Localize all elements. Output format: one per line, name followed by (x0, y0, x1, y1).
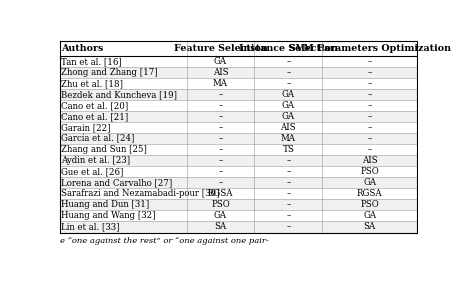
Bar (60, 122, 416, 133)
Bar (60, 199, 416, 210)
Text: GA: GA (281, 101, 294, 110)
Text: Tan et al. [16]: Tan et al. [16] (61, 57, 122, 66)
Text: –: – (367, 68, 371, 77)
Text: GA: GA (281, 112, 294, 121)
Text: –: – (367, 57, 371, 66)
Text: –: – (286, 211, 290, 221)
Text: SA: SA (214, 223, 226, 231)
Text: –: – (367, 123, 371, 132)
Text: –: – (367, 112, 371, 121)
Text: –: – (218, 178, 222, 187)
Text: GA: GA (213, 57, 226, 66)
Text: PSO: PSO (211, 200, 229, 209)
Text: AIS: AIS (280, 123, 295, 132)
Text: –: – (286, 68, 290, 77)
Text: GA: GA (362, 178, 375, 187)
Text: SA: SA (363, 223, 375, 231)
Text: Garain [22]: Garain [22] (61, 123, 111, 132)
Text: TS: TS (282, 145, 294, 154)
Bar (60, 100, 416, 111)
Text: MA: MA (213, 79, 227, 88)
Text: Zhang and Sun [25]: Zhang and Sun [25] (61, 145, 147, 154)
Text: –: – (286, 57, 290, 66)
Text: –: – (218, 156, 222, 165)
Text: –: – (218, 90, 222, 99)
Text: –: – (218, 112, 222, 121)
Text: Zhong and Zhang [17]: Zhong and Zhang [17] (61, 68, 157, 77)
Bar (60, 67, 416, 78)
Text: –: – (367, 79, 371, 88)
Text: SVM Parameters Optimization: SVM Parameters Optimization (288, 44, 450, 53)
Text: Lin et al. [33]: Lin et al. [33] (61, 223, 119, 231)
Bar (60, 221, 416, 233)
Bar (60, 188, 416, 199)
Bar (60, 155, 416, 166)
Bar (60, 89, 416, 100)
Text: AIS: AIS (212, 68, 228, 77)
Text: Feature Selection: Feature Selection (173, 44, 267, 53)
Text: –: – (367, 101, 371, 110)
Text: PSO: PSO (359, 167, 378, 176)
Text: Huang and Wang [32]: Huang and Wang [32] (61, 211, 156, 221)
Text: Huang and Dun [31]: Huang and Dun [31] (61, 200, 149, 209)
Text: –: – (286, 156, 290, 165)
Text: –: – (367, 90, 371, 99)
Text: –: – (218, 101, 222, 110)
Text: Sarafrazi and Nezamabadi-pour [30]: Sarafrazi and Nezamabadi-pour [30] (61, 189, 219, 198)
Bar (60, 111, 416, 122)
Bar (60, 177, 416, 188)
Text: –: – (286, 200, 290, 209)
Text: –: – (218, 167, 222, 176)
Bar (60, 166, 416, 177)
Text: e “one against the rest” or “one against one pair-: e “one against the rest” or “one against… (60, 237, 268, 245)
Text: Cano et al. [20]: Cano et al. [20] (61, 101, 128, 110)
Text: GA: GA (213, 211, 226, 221)
Text: –: – (286, 79, 290, 88)
Text: Bezdek and Kuncheva [19]: Bezdek and Kuncheva [19] (61, 90, 177, 99)
Text: –: – (286, 189, 290, 198)
Bar (60, 41, 416, 56)
Text: RGSA: RGSA (356, 189, 382, 198)
Text: MA: MA (280, 134, 295, 143)
Text: BGSA: BGSA (207, 189, 233, 198)
Text: Instance Selection: Instance Selection (238, 44, 337, 53)
Bar (60, 56, 416, 67)
Text: PSO: PSO (359, 200, 378, 209)
Text: –: – (218, 134, 222, 143)
Text: –: – (286, 167, 290, 176)
Text: Authors: Authors (61, 44, 103, 53)
Text: –: – (218, 123, 222, 132)
Text: Aydin et al. [23]: Aydin et al. [23] (61, 156, 130, 165)
Bar (60, 144, 416, 155)
Text: García et al. [24]: García et al. [24] (61, 134, 134, 143)
Text: GA: GA (281, 90, 294, 99)
Text: GA: GA (362, 211, 375, 221)
Bar (60, 210, 416, 221)
Text: –: – (367, 134, 371, 143)
Text: –: – (286, 223, 290, 231)
Text: –: – (218, 145, 222, 154)
Text: Zhu et al. [18]: Zhu et al. [18] (61, 79, 123, 88)
Text: AIS: AIS (361, 156, 376, 165)
Bar (60, 78, 416, 89)
Text: –: – (286, 178, 290, 187)
Text: –: – (367, 145, 371, 154)
Text: Gue et al. [26]: Gue et al. [26] (61, 167, 123, 176)
Text: Lorena and Carvalho [27]: Lorena and Carvalho [27] (61, 178, 172, 187)
Text: Cano et al. [21]: Cano et al. [21] (61, 112, 128, 121)
Bar (60, 133, 416, 144)
